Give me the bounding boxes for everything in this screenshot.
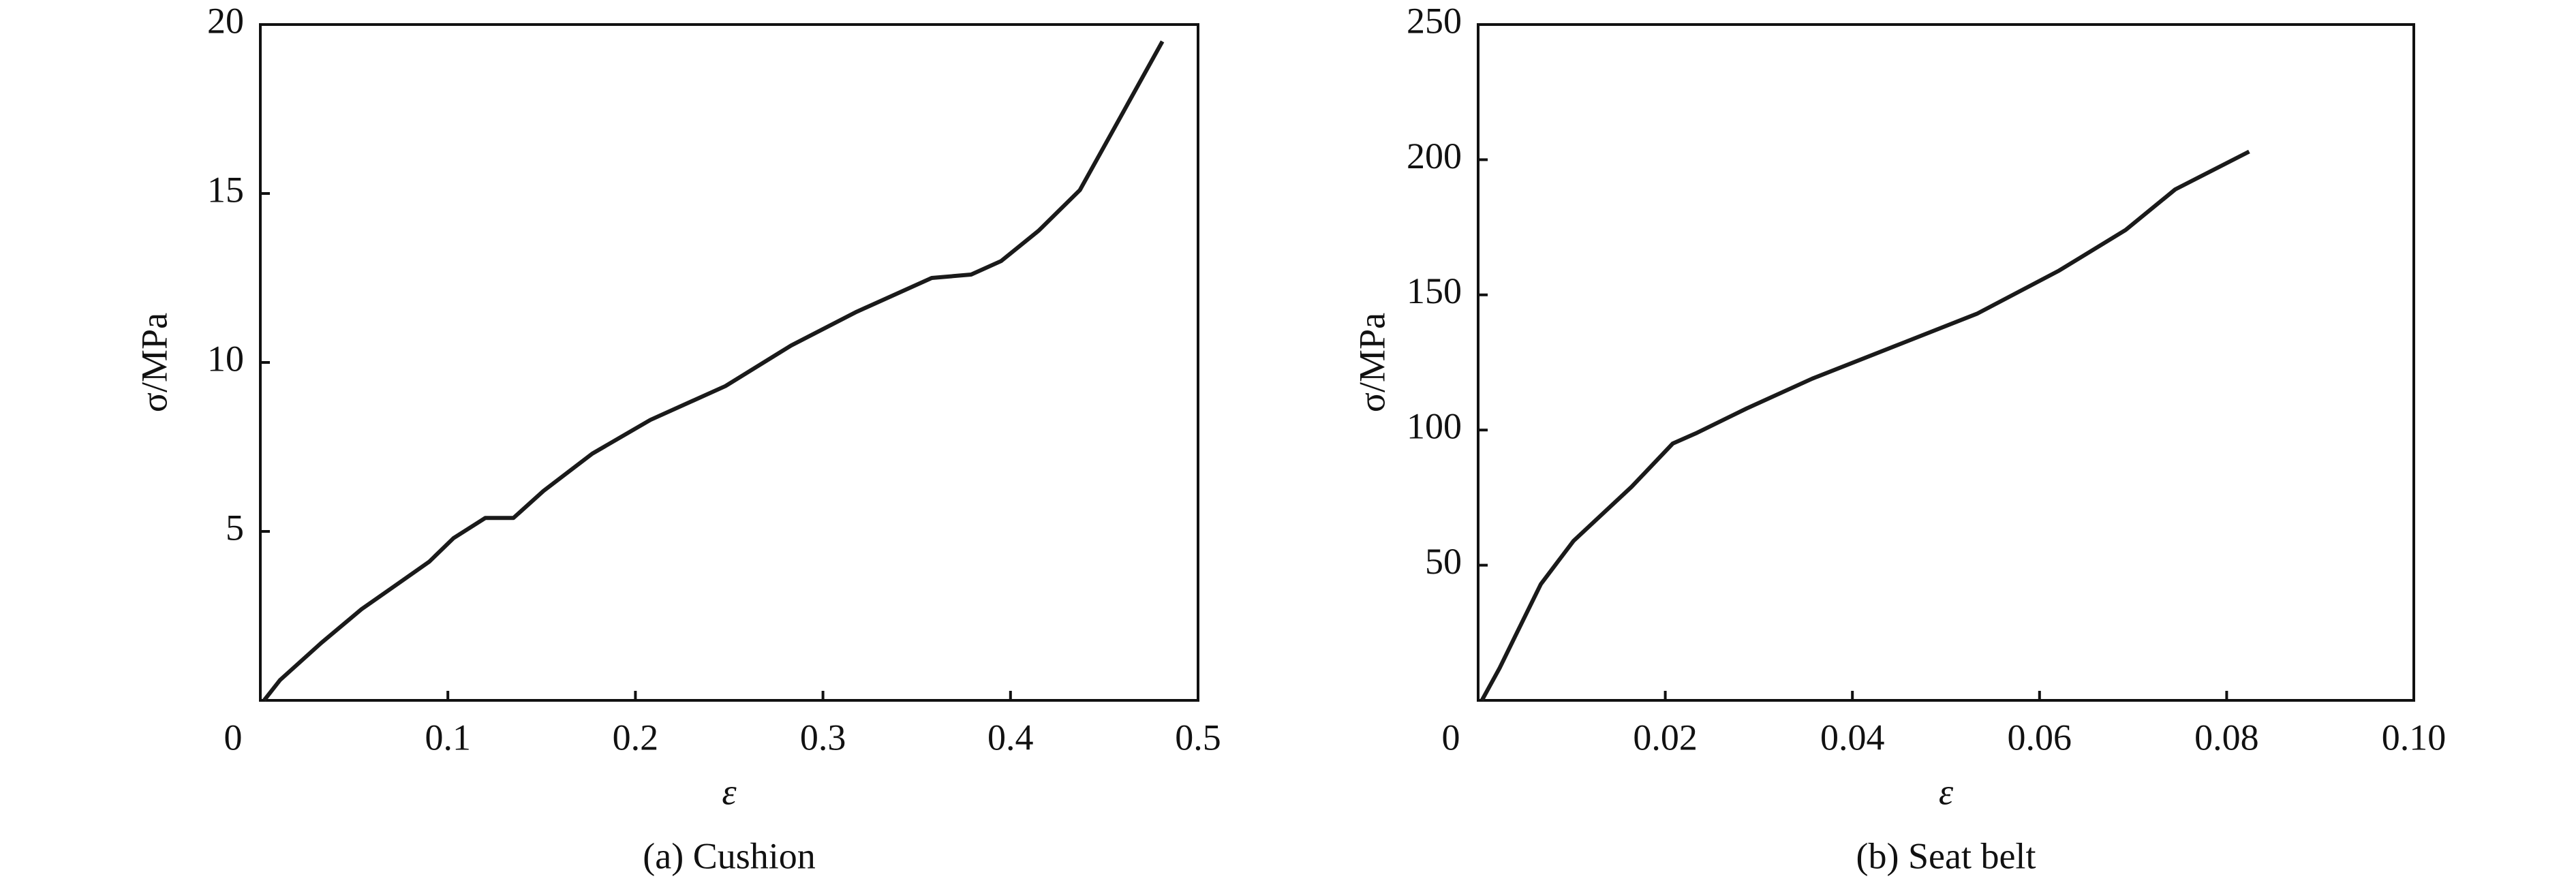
- y-axis-label: σ/MPa: [1351, 313, 1392, 412]
- caption: (b) Seat belt: [1856, 835, 2036, 876]
- plot-frame: [1477, 23, 2415, 702]
- x-axis-label: ε: [1939, 771, 1954, 812]
- y-tick-label: 150: [1407, 270, 1462, 311]
- x-tick-label: 0.1: [425, 717, 471, 758]
- data-line: [1479, 149, 2250, 702]
- x-tick-label: 0: [224, 717, 243, 758]
- y-tick-label: 200: [1407, 136, 1462, 176]
- x-tick-label: 0.06: [2008, 717, 2072, 758]
- x-tick-label: 0.08: [2194, 717, 2259, 758]
- plot-frame: [259, 23, 1199, 702]
- y-tick-label: 100: [1407, 406, 1462, 447]
- y-tick-label: 10: [207, 338, 244, 379]
- data-line: [262, 40, 1165, 702]
- x-tick-label: 0.02: [1633, 717, 1698, 758]
- y-tick-label: 20: [207, 0, 244, 41]
- x-tick-label: 0: [1442, 717, 1460, 758]
- y-tick-label: 15: [207, 169, 244, 210]
- x-tick-label: 0.2: [613, 717, 659, 758]
- x-tick-label: 0.10: [2382, 717, 2447, 758]
- x-axis-label: ε: [722, 771, 737, 812]
- caption: (a) Cushion: [643, 835, 815, 876]
- x-tick-label: 0.4: [987, 717, 1034, 758]
- x-tick-label: 0.3: [800, 717, 846, 758]
- y-axis-label: σ/MPa: [134, 313, 174, 412]
- y-tick-label: 5: [226, 507, 244, 548]
- x-tick-label: 0.04: [1820, 717, 1885, 758]
- x-tick-label: 0.5: [1175, 717, 1221, 758]
- y-tick-label: 50: [1425, 541, 1462, 582]
- y-tick-label: 250: [1407, 0, 1462, 41]
